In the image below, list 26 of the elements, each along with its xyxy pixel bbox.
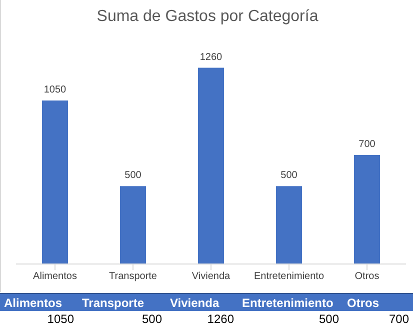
text: 700 <box>388 312 410 325</box>
text: 500 <box>318 312 340 325</box>
x-tick-label: Transporte <box>109 271 158 282</box>
x-tick-label: Otros <box>354 271 380 282</box>
x-tick-label: Entretenimiento <box>254 271 324 282</box>
chart-title: Suma de Gastos por Categoría <box>96 8 320 26</box>
bar <box>276 186 302 264</box>
x-tick-label: Vivienda <box>192 271 231 282</box>
category-label: Transporte <box>82 296 144 310</box>
data-label: 700 <box>358 139 376 150</box>
category-label: Entretenimiento <box>242 296 334 310</box>
data-label: 1050 <box>44 84 67 96</box>
x-tick-label: Alimentos <box>33 271 77 282</box>
bar <box>120 186 146 264</box>
category-label: Alimentos <box>4 296 62 310</box>
bar <box>198 68 224 264</box>
text: 1260 <box>206 312 235 325</box>
category-label: Vivienda <box>170 296 220 310</box>
data-label: 1260 <box>200 52 223 63</box>
category-label: Otros <box>347 296 380 310</box>
text: 500 <box>140 312 163 325</box>
data-label: 500 <box>280 170 298 182</box>
data-label: 500 <box>124 170 142 182</box>
text: 1050 <box>46 312 75 325</box>
bar <box>354 155 380 264</box>
bar <box>42 100 68 264</box>
